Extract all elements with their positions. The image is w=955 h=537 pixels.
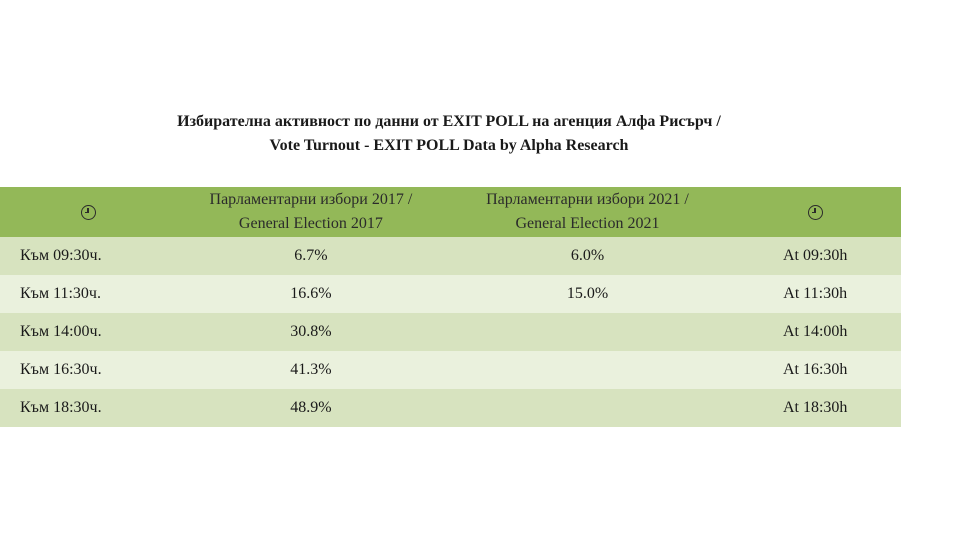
cell-2017: 41.3% bbox=[290, 361, 332, 378]
table-row: Към 11:30ч. 16.6% 15.0% At 11:30h bbox=[0, 275, 901, 313]
header-2017-line2: General Election 2017 bbox=[238, 215, 383, 232]
table-header-row: Парламентарни избори 2017 / General Elec… bbox=[0, 187, 901, 237]
header-time-bg bbox=[0, 187, 176, 237]
cell-2021 bbox=[446, 313, 730, 351]
cell-time-en: At 18:30h bbox=[782, 399, 848, 416]
cell-2017: 16.6% bbox=[290, 285, 332, 302]
cell-time-bg: Към 09:30ч. bbox=[20, 247, 102, 264]
cell-2021: 6.0% bbox=[570, 247, 605, 264]
cell-2017: 30.8% bbox=[290, 323, 332, 340]
cell-2021 bbox=[446, 389, 730, 427]
cell-2017: 6.7% bbox=[294, 247, 328, 264]
clock-icon bbox=[80, 204, 96, 220]
cell-time-en: At 09:30h bbox=[782, 247, 848, 264]
cell-time-bg: Към 18:30ч. bbox=[20, 399, 102, 416]
cell-time-en: At 14:00h bbox=[782, 323, 848, 340]
table-row: Към 14:00ч. 30.8% At 14:00h bbox=[0, 313, 901, 351]
cell-2021 bbox=[446, 351, 730, 389]
cell-time-en: At 16:30h bbox=[782, 361, 848, 378]
cell-2021: 15.0% bbox=[566, 285, 609, 302]
header-2017: Парламентарни избори 2017 / General Elec… bbox=[176, 187, 445, 237]
table-row: Към 16:30ч. 41.3% At 16:30h bbox=[0, 351, 901, 389]
header-time-en bbox=[729, 187, 901, 237]
cell-time-en: At 11:30h bbox=[783, 285, 848, 302]
clock-icon bbox=[807, 204, 823, 220]
cell-time-bg: Към 14:00ч. bbox=[20, 323, 102, 340]
cell-2017: 48.9% bbox=[290, 399, 332, 416]
cell-time-bg: Към 16:30ч. bbox=[20, 361, 102, 378]
table-row: Към 18:30ч. 48.9% At 18:30h bbox=[0, 389, 901, 427]
cell-time-bg: Към 11:30ч. bbox=[20, 285, 101, 302]
page-title: Избирателна активност по данни от EXIT P… bbox=[0, 110, 898, 158]
header-2021: Парламентарни избори 2021 / General Elec… bbox=[446, 187, 730, 237]
header-2017-line1: Парламентарни избори 2017 / bbox=[209, 191, 413, 208]
table-row: Към 09:30ч. 6.7% 6.0% At 09:30h bbox=[0, 237, 901, 275]
title-line-bg: Избирателна активност по данни от EXIT P… bbox=[177, 113, 721, 130]
header-2021-line1: Парламентарни избори 2021 / bbox=[486, 191, 689, 208]
turnout-table: Парламентарни избори 2017 / General Elec… bbox=[0, 187, 901, 427]
title-line-en: Vote Turnout - EXIT POLL Data by Alpha R… bbox=[269, 137, 629, 154]
header-2021-line2: General Election 2021 bbox=[515, 215, 660, 232]
